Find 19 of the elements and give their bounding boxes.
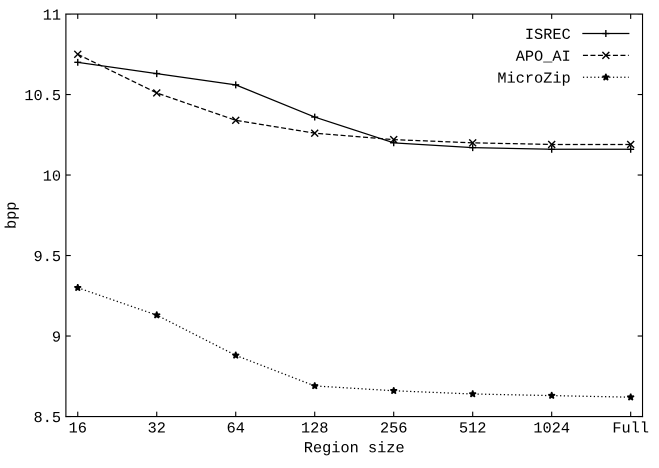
x-tick-label: 32 (148, 422, 165, 433)
legend-label: ISREC (526, 28, 570, 40)
y-tick-label: 11 (44, 10, 60, 20)
legend-label: MicroZip (498, 72, 570, 86)
x-tick-label: Full (614, 421, 648, 433)
x-tick-label: 1024 (534, 422, 570, 433)
y-tick-label: 9 (52, 331, 60, 342)
x-tick-label: 512 (460, 422, 486, 433)
x-axis-title: Region size (304, 441, 404, 456)
legend-label: APO_AI (516, 50, 570, 62)
y-tick-label: 8.5 (34, 412, 60, 422)
x-tick-label: 64 (228, 422, 244, 433)
x-tick-label: 256 (381, 422, 406, 433)
y-tick-label: 10 (44, 170, 60, 181)
y-tick-label: 10.5 (25, 90, 60, 100)
x-tick-label: 16 (70, 422, 86, 433)
x-tick-label: 128 (302, 422, 328, 433)
y-axis-title: bpp (4, 202, 19, 228)
y-tick-label: 9.5 (34, 250, 60, 262)
